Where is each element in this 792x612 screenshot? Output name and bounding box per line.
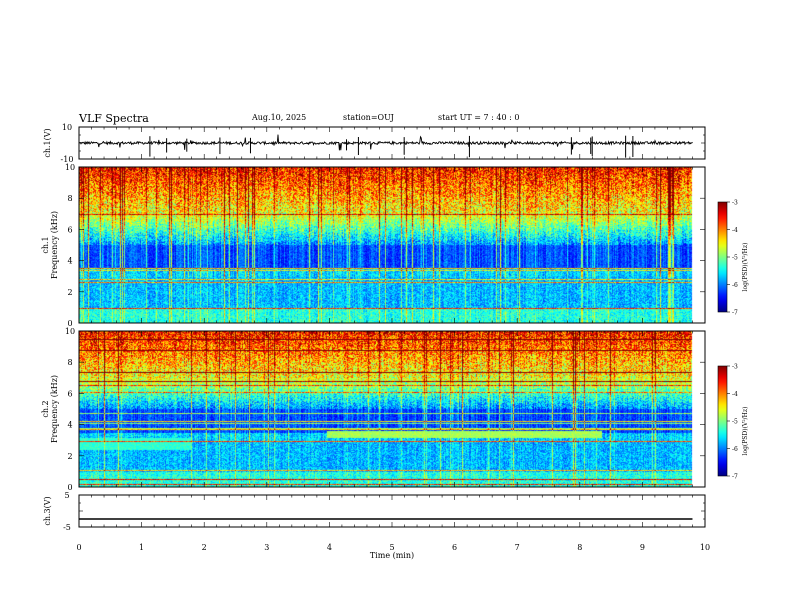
ch1-spectrogram-channel-label: ch.1 [41, 236, 50, 253]
ch1-spectrogram-ytick-label: 6 [67, 225, 72, 234]
x-tick-label: 6 [452, 543, 457, 552]
ch2-spectrogram-heatmap [79, 331, 705, 487]
ch3-waveform-ylabel: ch.3(V) [43, 496, 52, 525]
x-tick-label: 5 [389, 543, 394, 552]
x-tick-label: 0 [76, 543, 81, 552]
ch1-spectrogram-frame [78, 166, 706, 324]
ch1-spectrogram-colorbar-tick-label: -6 [732, 282, 738, 289]
ch1-waveform-ylabel: ch.1(V) [43, 128, 52, 157]
x-tick-label: 10 [700, 543, 710, 552]
ch1-spectrogram-ylabel: Frequency (kHz) [50, 211, 59, 279]
ch2-spectrogram-ytick-label: 4 [67, 421, 72, 430]
ch2-spectrogram-colorbar-tick-label: -7 [732, 474, 738, 481]
ch2-spectrogram-colorbar [717, 365, 728, 477]
ch1-waveform-ytick-label: 10 [62, 123, 72, 132]
station-label: station=OUJ [343, 113, 394, 122]
x-tick-label: 1 [139, 543, 144, 552]
ch3-waveform-ytick-label: -5 [63, 523, 71, 532]
ch2-spectrogram-ytick-label: 8 [67, 358, 72, 367]
x-tick-label: 8 [577, 543, 582, 552]
x-axis-label: Time (min) [370, 551, 414, 560]
ch1-waveform-ytick-label: -10 [61, 155, 74, 164]
ch1-spectrogram-colorbar-label: log(PSD)(V²/Hz) [742, 243, 749, 292]
x-tick-label: 2 [202, 543, 207, 552]
ch2-spectrogram-channel-label: ch.2 [41, 400, 50, 417]
ch1-spectrogram-heatmap [79, 167, 705, 323]
ch2-spectrogram-frame [78, 330, 706, 488]
ch2-spectrogram-ytick-label: 0 [67, 483, 72, 492]
ch2-spectrogram-canvas [79, 331, 705, 487]
ch1-spectrogram-colorbar-tick-label: -5 [732, 255, 738, 262]
ch3-waveform-frame [78, 494, 706, 528]
ch3-waveform-ytick-label: 5 [64, 491, 69, 500]
ch2-spectrogram-colorbar-tick-label: -4 [732, 391, 738, 398]
ch1-spectrogram-ytick-label: 2 [67, 288, 72, 297]
ch2-spectrogram-ytick-label: 6 [67, 389, 72, 398]
ch1-spectrogram-colorbar-tick-label: -7 [732, 310, 738, 317]
ch1-spectrogram-ytick-label: 8 [67, 194, 72, 203]
ch2-spectrogram-ylabel: Frequency (kHz) [50, 375, 59, 443]
ch2-spectrogram-colorbar-tick-label: -6 [732, 446, 738, 453]
figure-title: VLF Spectra [79, 112, 149, 125]
ch1-spectrogram-colorbar [717, 201, 728, 313]
ch1-spectrogram-ytick-label: 10 [65, 163, 75, 172]
x-tick-label: 4 [327, 543, 332, 552]
ch2-spectrogram-ytick-label: 10 [65, 327, 75, 336]
ch1-spectrogram-ytick-label: 4 [67, 257, 72, 266]
ch1-spectrogram-ytick-label: 0 [67, 319, 72, 328]
ch2-spectrogram-ytick-label: 2 [67, 452, 72, 461]
start-time-label: start UT = 7 : 40 : 0 [438, 113, 520, 122]
ch1-spectrogram-colorbar-tick-label: -3 [732, 200, 738, 207]
x-tick-label: 3 [264, 543, 269, 552]
ch2-spectrogram-colorbar-tick-label: -5 [732, 419, 738, 426]
x-tick-label: 7 [515, 543, 520, 552]
ch1-waveform-trace [78, 134, 693, 151]
date-label: Aug.10, 2025 [252, 113, 307, 122]
ch2-spectrogram-colorbar-label: log(PSD)(V²/Hz) [742, 407, 749, 456]
ch1-spectrogram-colorbar-tick-label: -4 [732, 227, 738, 234]
ch1-spectrogram-canvas [79, 167, 705, 323]
x-tick-label: 9 [640, 543, 645, 552]
ch2-spectrogram-colorbar-tick-label: -3 [732, 364, 738, 371]
